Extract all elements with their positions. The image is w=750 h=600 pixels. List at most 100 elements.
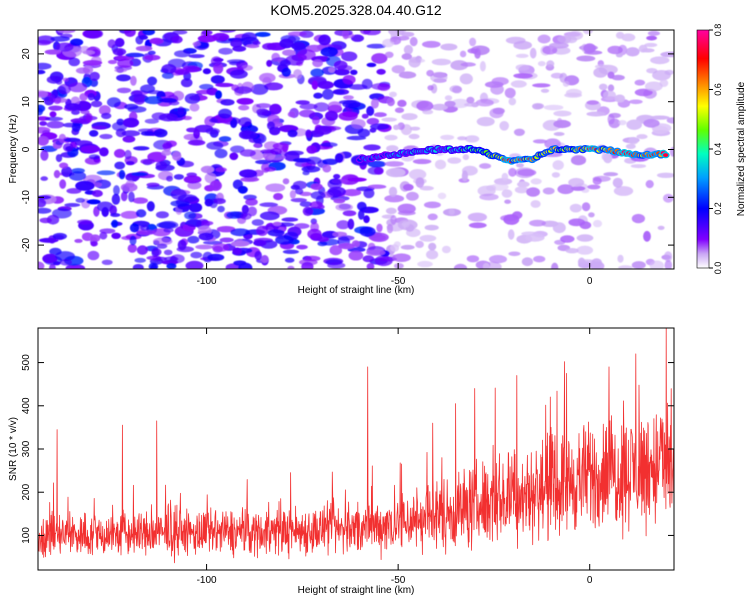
heatmap-cell — [85, 112, 93, 123]
heatmap-cell — [106, 97, 121, 108]
heatmap-cell — [256, 103, 272, 109]
heatmap-cell — [140, 158, 155, 165]
heatmap-cell — [200, 165, 215, 174]
heatmap-cell — [384, 51, 394, 58]
heatmap-cell — [501, 189, 513, 198]
heatmap-cell — [390, 36, 398, 43]
heatmap-cell — [440, 134, 455, 141]
heatmap-cell — [232, 247, 242, 255]
heatmap-cell — [40, 150, 49, 161]
heatmap-cell — [305, 129, 312, 138]
heatmap-cell — [90, 100, 103, 108]
heatmap-cell — [182, 115, 192, 121]
heatmap-cell — [198, 232, 214, 241]
heatmap-cell — [415, 240, 424, 248]
heatmap-cell — [628, 99, 643, 105]
heatmap-cell — [634, 79, 646, 86]
heatmap-cell — [155, 211, 169, 219]
heatmap-cell — [98, 105, 111, 116]
heatmap-cell — [82, 60, 103, 66]
heatmap-cell — [367, 160, 386, 168]
heatmap-cell — [644, 42, 658, 48]
heatmap-cell — [525, 233, 545, 242]
y-tick-label: -20 — [21, 237, 32, 252]
heatmap-cell — [144, 54, 161, 61]
heatmap-cell — [144, 118, 159, 124]
heatmap-cell — [75, 67, 91, 74]
heatmap-cell — [311, 80, 319, 90]
heatmap-cell — [240, 64, 253, 71]
heatmap-cell — [90, 234, 101, 242]
heatmap-cell — [607, 45, 623, 55]
heatmap-cell — [447, 157, 462, 164]
heatmap-cell — [239, 169, 258, 178]
heatmap-cell — [148, 262, 159, 269]
y-tick-label: 100 — [21, 527, 32, 544]
heatmap-cell — [366, 263, 375, 269]
heatmap-cell — [371, 53, 388, 64]
heatmap-cell — [625, 143, 636, 150]
heatmap-cell — [603, 172, 619, 177]
heatmap-cell — [213, 198, 226, 205]
heatmap-cell — [397, 99, 407, 107]
heatmap-cell — [295, 100, 310, 105]
heatmap-cell — [184, 211, 197, 220]
heatmap-cell — [287, 111, 296, 118]
heatmap-cell — [583, 30, 593, 35]
heatmap-cell — [114, 37, 125, 48]
heatmap-cell — [602, 90, 617, 101]
heatmap-cell — [163, 249, 173, 256]
heatmap-cell — [39, 217, 52, 224]
heatmap-cell — [557, 184, 574, 195]
heatmap-cell — [152, 237, 173, 246]
heatmap-cell — [210, 56, 222, 67]
heatmap-cell — [184, 93, 201, 104]
heatmap-cell — [444, 100, 456, 107]
y-tick-label: 10 — [21, 96, 32, 108]
heatmap-cell — [464, 102, 480, 107]
heatmap-cell — [650, 56, 670, 65]
heatmap-cell — [426, 249, 439, 260]
heatmap-cell — [342, 111, 359, 118]
heatmap-cell — [233, 260, 247, 266]
heatmap-cell — [317, 80, 334, 90]
heatmap-cell — [111, 219, 119, 228]
heatmap-cell — [490, 183, 509, 191]
heatmap-cell — [669, 146, 674, 157]
heatmap-cell — [215, 90, 222, 100]
heatmap-cell — [260, 255, 269, 264]
heatmap-cell — [504, 87, 516, 99]
heatmap-cell — [293, 69, 302, 79]
heatmap-cell — [75, 180, 95, 191]
heatmap-cell — [397, 203, 416, 214]
heatmap-cell — [114, 161, 126, 170]
heatmap-cell — [132, 197, 148, 204]
heatmap-cell — [155, 161, 168, 170]
heatmap-cell — [195, 244, 214, 250]
heatmap-cell — [44, 49, 61, 55]
heatmap-cell — [147, 50, 156, 55]
y-tick-label: 200 — [21, 483, 32, 500]
heatmap-cell — [313, 92, 323, 99]
y-tick-label: 400 — [21, 397, 32, 414]
heatmap-cell — [664, 260, 673, 269]
heatmap-cell — [177, 239, 187, 251]
heatmap-cell — [553, 110, 572, 117]
heatmap-cell — [284, 257, 295, 263]
heatmap-cell — [136, 229, 156, 235]
heatmap-cell — [500, 214, 518, 222]
x-tick-label: 0 — [587, 575, 593, 586]
heatmap-cell — [101, 259, 113, 265]
heatmap-cell — [479, 61, 486, 72]
heatmap-cell — [163, 227, 174, 233]
heatmap-cell — [341, 51, 358, 62]
heatmap-cell — [296, 244, 308, 250]
heatmap-cell — [45, 116, 63, 121]
heatmap-cell — [329, 245, 343, 256]
heatmap-cell — [267, 154, 286, 161]
heatmap-cell — [229, 69, 248, 79]
heatmap-cell — [366, 117, 380, 125]
heatmap-cell — [386, 223, 394, 234]
heatmap-cell — [129, 223, 140, 233]
heatmap-cell — [301, 165, 321, 173]
